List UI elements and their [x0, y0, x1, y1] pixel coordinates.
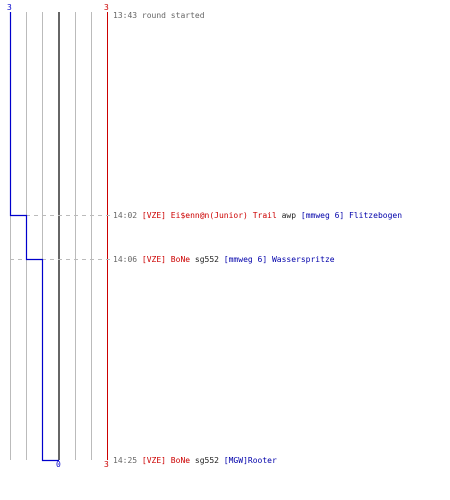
event-time: 14:02 [113, 211, 138, 220]
event-kill: 14:25 [VZE] BoNe sg552 [MGW]Rooter [113, 456, 277, 466]
blue-team-step-line [9, 12, 59, 462]
event-text: round started [137, 11, 205, 20]
event-time: 14:25 [113, 456, 138, 465]
killer-name: [VZE] Ei$enn@n(Junior) Trail [137, 211, 277, 220]
event-time: 14:06 [113, 255, 138, 264]
red-score-top: 3 [104, 3, 109, 12]
weapon-name: sg552 [190, 255, 224, 264]
killer-name: [VZE] BoNe [137, 456, 191, 465]
weapon-name: sg552 [190, 456, 224, 465]
weapon-name: awp [276, 211, 301, 220]
killer-name: [VZE] BoNe [137, 255, 191, 264]
blue-score-bottom: 0 [56, 460, 61, 469]
victim-name: [mmweg 6] Wasserspritze [223, 255, 335, 264]
event-round-start: 13:43 round started [113, 11, 205, 21]
event-kill: 14:02 [VZE] Ei$enn@n(Junior) Trail awp [… [113, 211, 402, 221]
event-kill: 14:06 [VZE] BoNe sg552 [mmweg 6] Wassers… [113, 255, 335, 265]
red-score-bottom: 3 [104, 460, 109, 469]
event-time: 13:43 [113, 11, 138, 20]
victim-name: [mmweg 6] Flitzebogen [300, 211, 403, 220]
blue-score-top: 3 [7, 3, 12, 12]
victim-name: [MGW]Rooter [223, 456, 277, 465]
